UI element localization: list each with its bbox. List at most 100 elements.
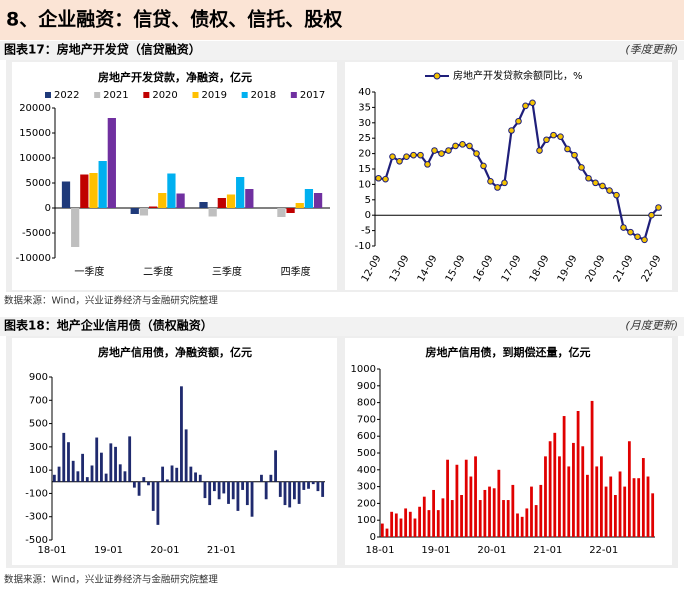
legend-label: 2018 xyxy=(251,90,276,101)
bar xyxy=(558,456,561,537)
y-tick-label: -5 xyxy=(361,226,371,237)
point xyxy=(641,236,648,244)
bar xyxy=(245,481,249,506)
y-tick-label: 10000 xyxy=(19,153,51,164)
y-tick-label: 100 xyxy=(357,515,376,526)
y-tick-label: 400 xyxy=(357,465,376,476)
point xyxy=(508,127,515,134)
bar xyxy=(151,481,155,511)
bar xyxy=(567,466,571,537)
y-tick-label: 600 xyxy=(357,431,376,442)
point xyxy=(438,150,445,157)
bar xyxy=(227,481,230,504)
bar xyxy=(137,481,141,496)
bar xyxy=(89,173,98,208)
bar xyxy=(441,498,445,537)
chart-box xyxy=(12,338,337,565)
point xyxy=(431,147,438,154)
bar xyxy=(534,505,538,537)
legend-swatch xyxy=(143,92,150,98)
bar xyxy=(311,481,315,485)
point xyxy=(627,228,634,236)
x-tick-label: 二季度 xyxy=(143,265,173,278)
section-label: 图表18：地产企业信用债（债权融资） xyxy=(4,318,213,333)
legend-swatch xyxy=(94,92,101,98)
bar xyxy=(208,208,217,217)
section-band xyxy=(0,41,684,60)
bar xyxy=(478,500,482,537)
bar xyxy=(469,476,473,537)
bar xyxy=(184,429,188,482)
bar xyxy=(316,481,320,492)
bar xyxy=(390,511,394,537)
legend-label: 2021 xyxy=(103,90,128,101)
bar xyxy=(404,508,408,537)
bar xyxy=(231,481,235,500)
legend-marker xyxy=(433,72,441,80)
bar xyxy=(156,481,160,525)
bar xyxy=(641,458,645,537)
bar xyxy=(516,513,519,537)
point xyxy=(396,158,403,165)
y-tick-label: -100 xyxy=(25,488,48,499)
x-tick-label: 22-01 xyxy=(589,545,618,556)
x-tick-label: 21-01 xyxy=(533,545,562,556)
y-tick-label: 500 xyxy=(29,419,48,430)
bar xyxy=(98,161,107,208)
bar xyxy=(586,474,589,537)
bar xyxy=(165,479,169,482)
y-tick-label: 15000 xyxy=(19,128,51,139)
y-tick-label: 5000 xyxy=(26,178,51,189)
point xyxy=(424,161,431,168)
bar xyxy=(488,486,491,537)
point xyxy=(529,99,536,107)
legend-label: 2019 xyxy=(202,90,227,101)
y-tick-label: 700 xyxy=(29,395,48,406)
bar xyxy=(180,386,183,482)
bar xyxy=(422,496,426,537)
section-label: 图表17：房地产开发贷（信贷融资） xyxy=(4,42,201,57)
y-tick-label: 20 xyxy=(358,149,371,160)
y-tick-label: 15 xyxy=(358,164,371,175)
bar xyxy=(474,456,477,537)
section-note: (月度更新) xyxy=(625,319,678,332)
bar xyxy=(553,432,557,537)
point xyxy=(592,179,599,187)
y-tick-label: 40 xyxy=(358,87,371,98)
point xyxy=(613,191,620,199)
bar xyxy=(572,442,575,537)
chart-box xyxy=(345,62,672,290)
point xyxy=(501,179,508,187)
x-tick-label: 三季度 xyxy=(212,265,242,278)
point xyxy=(410,151,417,159)
point xyxy=(550,131,557,139)
bar xyxy=(104,473,108,482)
bar xyxy=(203,481,207,499)
bar xyxy=(646,476,650,537)
x-tick-label: 19-01 xyxy=(421,545,450,556)
bar xyxy=(627,441,631,537)
bar xyxy=(525,508,529,537)
bar xyxy=(198,474,202,482)
bar xyxy=(57,466,61,482)
bar xyxy=(590,400,594,537)
bar xyxy=(399,518,403,537)
bar xyxy=(302,481,306,490)
page-title: 8、企业融资：信贷、债权、信托、股权 xyxy=(6,8,342,31)
bar xyxy=(62,432,66,482)
bar xyxy=(217,481,221,500)
bar xyxy=(418,506,422,537)
bar xyxy=(548,441,552,537)
bar xyxy=(170,465,174,482)
point xyxy=(403,153,410,160)
bar xyxy=(637,478,641,537)
bar xyxy=(132,481,136,488)
bar xyxy=(250,481,254,517)
y-tick-label: -500 xyxy=(25,535,48,546)
bar xyxy=(502,500,505,537)
y-tick-label: 30 xyxy=(358,118,371,129)
point xyxy=(536,147,543,154)
bar xyxy=(175,467,179,482)
bar xyxy=(544,456,547,537)
bar xyxy=(226,194,236,208)
